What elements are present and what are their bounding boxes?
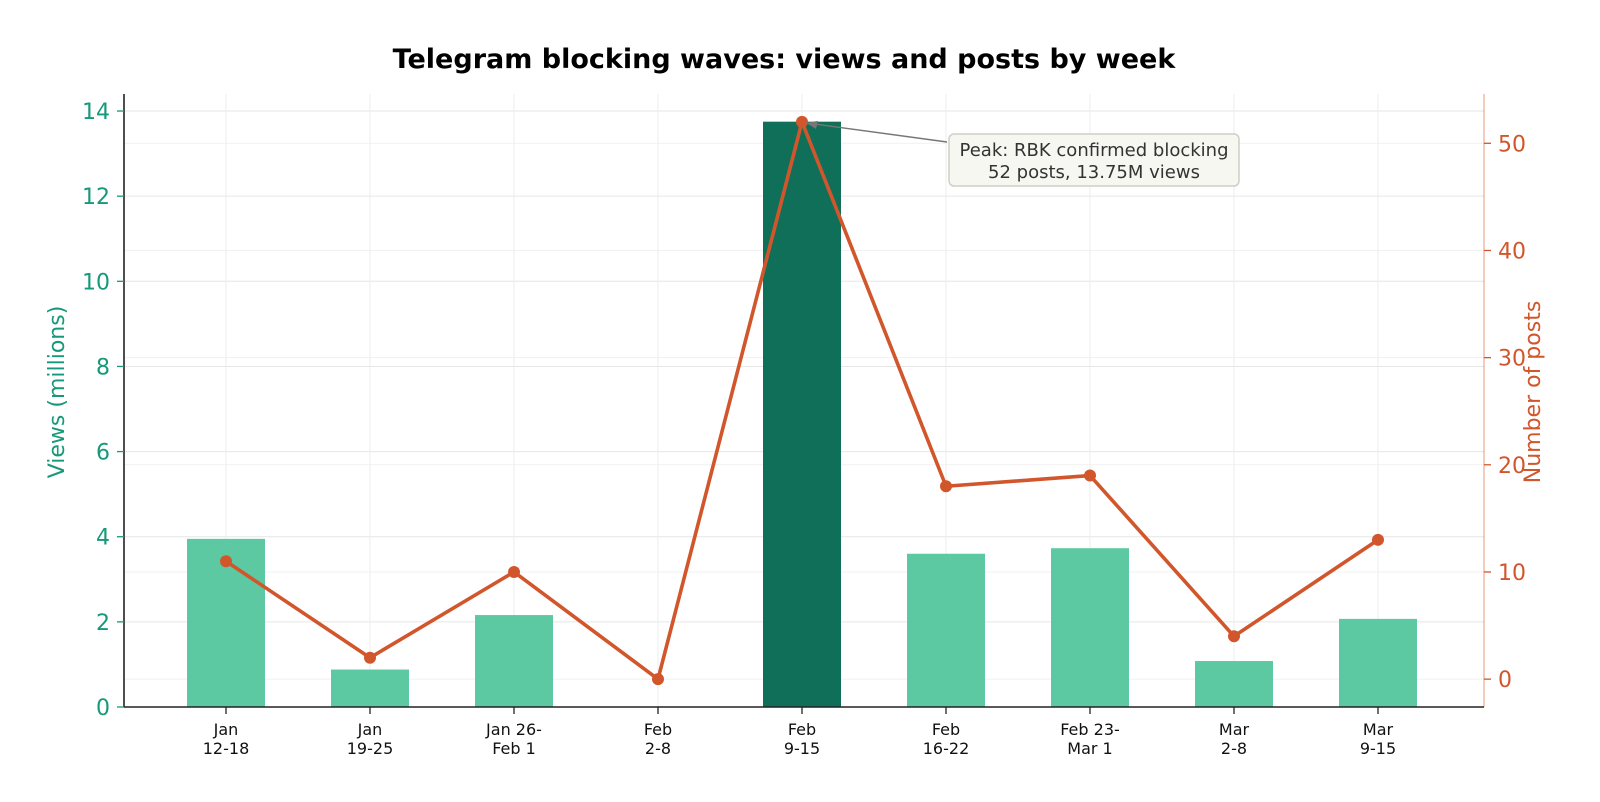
y-tick-left-label: 14	[82, 100, 110, 125]
posts-line-series	[220, 115, 1384, 686]
y-axis-left-label: Views (millions)	[45, 306, 70, 479]
y-tick-right-label: 30	[1498, 347, 1526, 372]
posts-point	[220, 555, 232, 568]
x-tick-label: Mar 9-15	[1360, 720, 1396, 758]
y-tick-left-label: 10	[82, 270, 110, 295]
posts-point	[508, 565, 520, 578]
bar-views	[907, 553, 985, 707]
posts-point	[1084, 469, 1096, 482]
annotation-arrowhead	[806, 120, 818, 129]
x-tick-label: Mar 2-8	[1219, 720, 1250, 758]
x-tick-label: Feb 23-Mar 1	[1060, 720, 1120, 758]
bars	[187, 121, 1417, 707]
annotation-arrow	[805, 122, 948, 143]
posts-point	[364, 651, 376, 664]
bar-views	[763, 121, 841, 707]
x-tick-label: Jan 12-18	[203, 720, 250, 758]
bar-views	[1339, 618, 1417, 707]
y-tick-right-label: 40	[1498, 239, 1526, 264]
annotation-box	[948, 133, 1240, 187]
posts-point	[1372, 533, 1384, 546]
y-tick-right-label: 20	[1498, 454, 1526, 479]
posts-point	[652, 673, 664, 686]
y-tick-right-label: 0	[1498, 668, 1512, 693]
posts-point	[940, 480, 952, 493]
bar-views	[331, 669, 409, 707]
posts-point	[796, 115, 808, 128]
chart-title: Telegram blocking waves: views and posts…	[393, 44, 1177, 75]
x-tick-label: Feb 9-15	[784, 720, 820, 758]
y-tick-left-label: 0	[96, 696, 110, 721]
y-axis-right-label: Number of posts	[1521, 301, 1546, 484]
y-tick-left-label: 8	[96, 355, 110, 380]
x-tick-label: Feb 16-22	[923, 720, 970, 758]
y-tick-left-label: 12	[82, 185, 110, 210]
posts-point	[1228, 630, 1240, 643]
bar-views	[1051, 548, 1129, 707]
y-tick-right-label: 50	[1498, 132, 1526, 157]
x-tick-label: Feb 2-8	[644, 720, 672, 758]
annotation-text: 52 posts, 13.75M views	[988, 162, 1200, 183]
x-tick-label: Jan 26-Feb 1	[485, 720, 542, 758]
y-tick-left-label: 6	[96, 441, 110, 466]
annotation-text: Peak: RBK confirmed blocking	[960, 140, 1229, 161]
x-tick-label: Jan 19-25	[347, 720, 394, 758]
y-tick-left-label: 2	[96, 611, 110, 636]
bar-views	[475, 615, 553, 707]
axes: 0 2 4 6 8 10 12 14 0 10 20 30 40 50 Jan 12-18 Jan 19-25 Ja…	[82, 94, 1526, 758]
bar-views	[1195, 661, 1273, 707]
y-tick-left-label: 4	[96, 526, 110, 551]
y-tick-right-label: 10	[1498, 561, 1526, 586]
